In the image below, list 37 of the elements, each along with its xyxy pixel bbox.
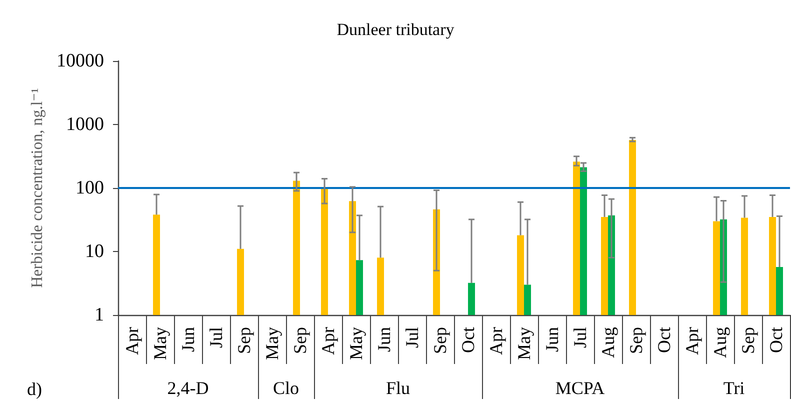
x-tick-label: Sep xyxy=(290,327,310,354)
x-tick-label: Sep xyxy=(234,327,254,354)
x-tick-label: Oct xyxy=(766,327,786,353)
x-tick-label: Sep xyxy=(626,327,646,354)
x-axis-title: MCPA xyxy=(555,378,605,398)
y-tick-label: 1000 xyxy=(66,114,104,135)
x-tick-label: Jul xyxy=(402,327,422,348)
y-axis-title: Herbicide concentration, ng.l⁻¹ xyxy=(29,88,46,288)
y-tick-label: 1 xyxy=(94,304,104,326)
x-axis-title: Flu xyxy=(386,378,410,398)
x-tick-label: Apr xyxy=(122,327,142,355)
y-tick-label: 100 xyxy=(76,178,104,198)
x-tick-label: Apr xyxy=(486,327,506,355)
x-tick-label: Oct xyxy=(654,327,674,353)
x-tick-label: Jul xyxy=(206,327,226,348)
x-tick-label: Jun xyxy=(178,327,198,352)
x-tick-label: Aug xyxy=(598,327,618,358)
x-axis-title: 2,4-D xyxy=(167,378,209,398)
x-tick-label: May xyxy=(346,327,366,360)
y-tick-label: 10 xyxy=(85,241,104,262)
x-tick-label: Aug xyxy=(710,327,730,358)
x-tick-label: Apr xyxy=(682,327,702,355)
x-tick-label: Sep xyxy=(738,327,758,354)
x-tick-label: Jul xyxy=(570,327,590,348)
x-axis-title: Tri xyxy=(723,378,745,398)
chart-title: Dunleer tributary xyxy=(336,20,454,40)
x-tick-label: Oct xyxy=(458,327,478,353)
text: d) xyxy=(27,379,42,399)
x-tick-label: May xyxy=(514,327,534,360)
x-tick-label: Sep xyxy=(430,327,450,354)
x-tick-label: Apr xyxy=(318,327,338,355)
y-tick-label: 10000 xyxy=(56,50,104,72)
x-tick-label: Jun xyxy=(374,327,394,352)
x-tick-label: May xyxy=(150,327,170,360)
x-axis-title: Clo xyxy=(272,378,300,398)
x-tick-label: Jun xyxy=(542,327,562,352)
x-tick-label: May xyxy=(262,327,282,360)
